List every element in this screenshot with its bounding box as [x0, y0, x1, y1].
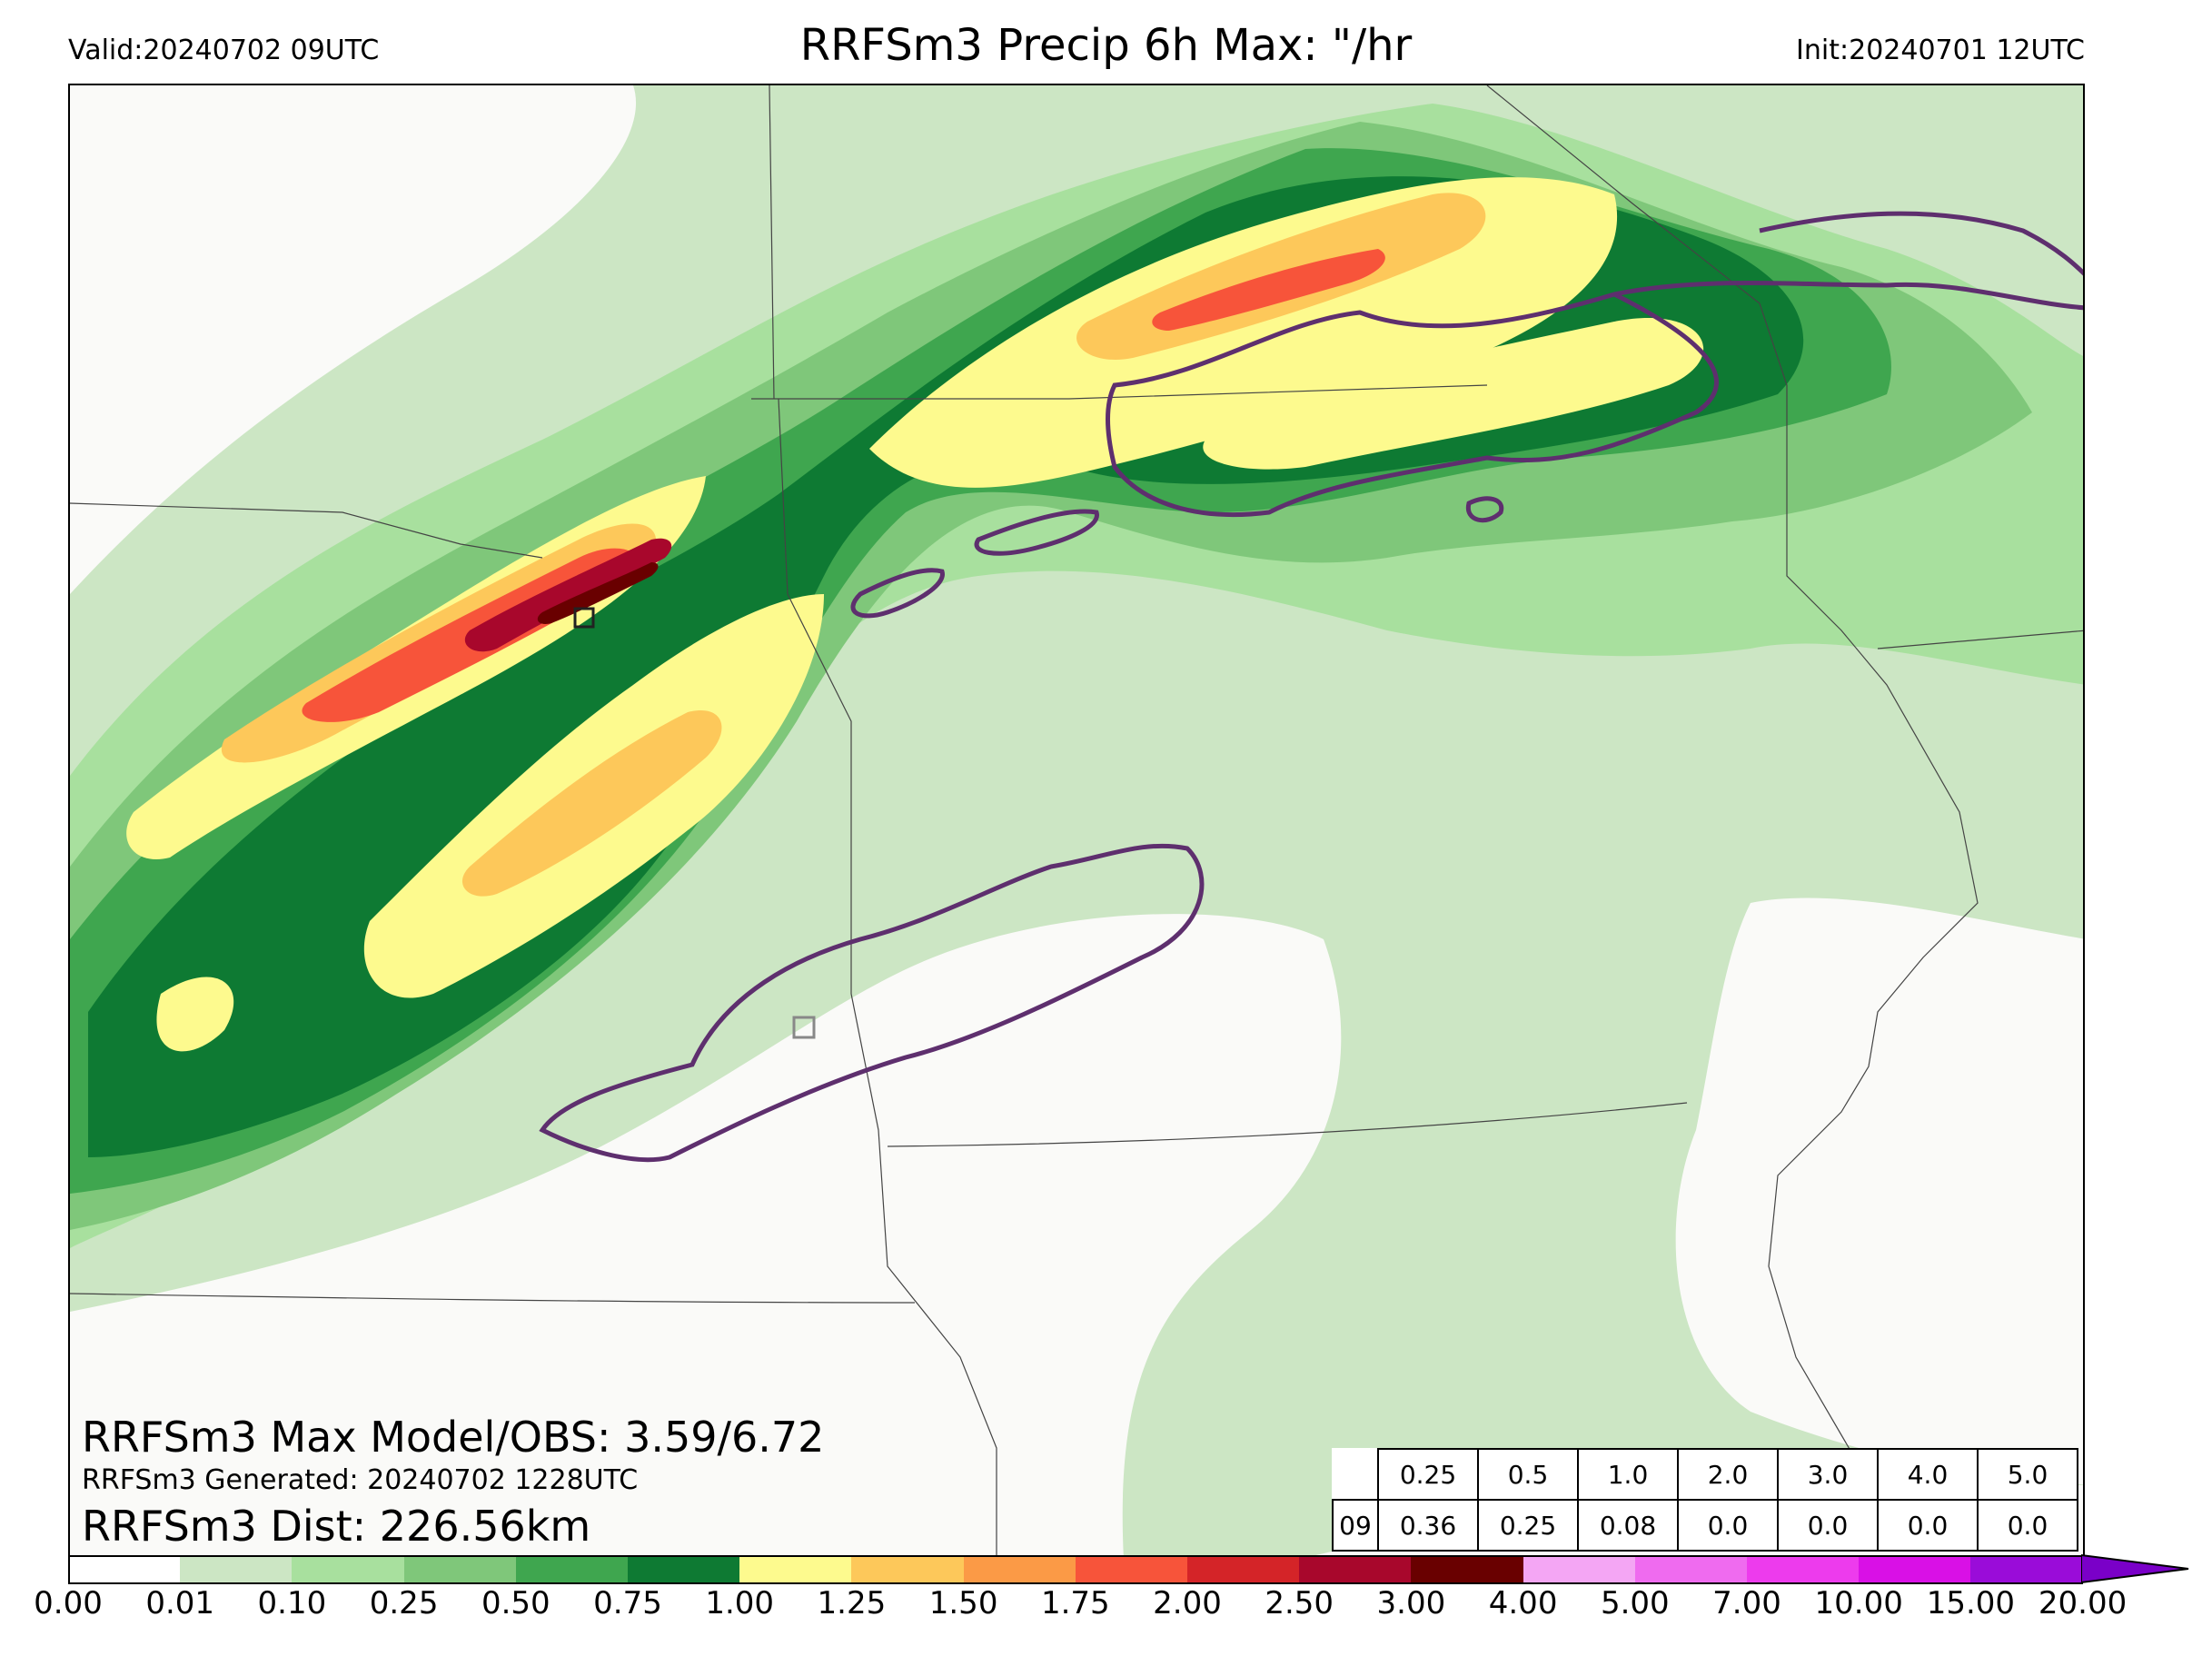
colorbar-segment — [1523, 1555, 1635, 1584]
colorbar-segment — [1970, 1555, 2083, 1584]
colorbar-segment — [1411, 1555, 1523, 1584]
colorbar-tick-label: 0.10 — [257, 1585, 327, 1621]
threshold-cell: 2.0 — [1677, 1448, 1779, 1501]
precip-map[interactable] — [68, 84, 2085, 1558]
threshold-cell: 5.0 — [1977, 1448, 2078, 1501]
clear-region-east — [1675, 897, 2083, 1484]
colorbar-segment — [1075, 1555, 1187, 1584]
max-model-obs-label: RRFSm3 Max Model/OBS: 3.59/6.72 — [82, 1413, 825, 1462]
colorbar-tick-label: 20.00 — [2038, 1585, 2128, 1621]
clear-region-nw — [70, 158, 342, 449]
colorbar-segment — [1634, 1555, 1747, 1584]
state-borders — [70, 85, 2083, 1556]
page-title: RRFSm3 Precip 6h Max: "/hr — [799, 20, 1413, 71]
generated-label: RRFSm3 Generated: 20240702 1228UTC — [82, 1464, 639, 1496]
colorbar-tick-label: 0.01 — [145, 1585, 215, 1621]
score-cell: 0.0 — [1677, 1499, 1779, 1552]
colorbar-tick-label: 2.50 — [1265, 1585, 1334, 1621]
colorbar-tick-label: 1.75 — [1040, 1585, 1110, 1621]
colorbar-tick-label: 0.75 — [593, 1585, 662, 1621]
precip-core-orange-2 — [461, 710, 722, 897]
colorbar-segment — [1747, 1555, 1860, 1584]
precip-core-darkred — [464, 538, 672, 652]
precip-core-yellow-5 — [156, 977, 234, 1052]
score-row: 09 0.36 0.25 0.08 0.0 0.0 0.0 0.0 — [1332, 1499, 2078, 1552]
map-canvas — [70, 85, 2083, 1556]
colorbar-tick-label: 5.00 — [1600, 1585, 1670, 1621]
colorbar-segment — [292, 1555, 404, 1584]
init-time-label: Init:20240701 12UTC — [1796, 35, 2085, 66]
colorbar-tick-label: 1.25 — [817, 1585, 887, 1621]
valid-time-label: Valid:20240702 09UTC — [68, 35, 380, 66]
colorbar-tick-label: 15.00 — [1926, 1585, 2016, 1621]
obs-contours — [539, 211, 2083, 1163]
colorbar-tick-label: 2.00 — [1153, 1585, 1222, 1621]
colorbar-tick-label: 0.50 — [481, 1585, 551, 1621]
score-cell: 0.0 — [1877, 1499, 1979, 1552]
distance-label: RRFSm3 Dist: 226.56km — [82, 1502, 591, 1551]
colorbar-segment — [851, 1555, 964, 1584]
precip-core-yellow-4 — [1203, 318, 1704, 470]
station-marker-1 — [573, 607, 595, 629]
colorbar-extend-arrow — [2080, 1554, 2188, 1584]
threshold-cell: 1.0 — [1577, 1448, 1679, 1501]
colorbar-tick-label: 10.00 — [1814, 1585, 1903, 1621]
clear-region-south — [70, 914, 1342, 1556]
score-cell: 0.36 — [1377, 1499, 1479, 1552]
colorbar-segment — [515, 1555, 628, 1584]
colorbar-tick-label: 1.50 — [928, 1585, 998, 1621]
colorbar-tick-labels: 0.00 0.01 0.10 0.25 0.50 0.75 1.00 1.25 1.50 1.75… — [0, 1585, 2212, 1631]
station-marker-2 — [792, 1016, 816, 1039]
threshold-score-table: 0.25 0.5 1.0 2.0 3.0 4.0 5.0 09 0.36 0.2… — [1332, 1448, 2078, 1552]
score-cell: 0.08 — [1577, 1499, 1679, 1552]
precip-core-maroon — [537, 562, 659, 624]
colorbar-segment — [1187, 1555, 1300, 1584]
colorbar-tick-label: 0.00 — [34, 1585, 103, 1621]
colorbar-tick-label: 3.00 — [1376, 1585, 1446, 1621]
colorbar-segment — [1299, 1555, 1412, 1584]
colorbar-tick-label: 4.00 — [1488, 1585, 1558, 1621]
row-label-cell: 09 — [1332, 1499, 1379, 1552]
colorbar-tick-label: 7.00 — [1712, 1585, 1781, 1621]
colorbar-segment — [68, 1555, 183, 1584]
score-cell: 0.25 — [1477, 1499, 1579, 1552]
colorbar-segment — [739, 1555, 852, 1584]
colorbar-segment — [1859, 1555, 1971, 1584]
colorbar — [68, 1554, 2194, 1584]
colorbar-segment — [628, 1555, 740, 1584]
threshold-row: 0.25 0.5 1.0 2.0 3.0 4.0 5.0 — [1333, 1448, 2078, 1501]
colorbar-segment — [963, 1555, 1076, 1584]
score-cell: 0.0 — [1777, 1499, 1879, 1552]
threshold-cell: 0.5 — [1477, 1448, 1579, 1501]
colorbar-segment — [180, 1555, 293, 1584]
threshold-cell: 4.0 — [1877, 1448, 1979, 1501]
threshold-cell: 3.0 — [1777, 1448, 1879, 1501]
precip-core-red-2 — [1152, 249, 1385, 331]
colorbar-tick-label: 0.25 — [369, 1585, 439, 1621]
score-cell: 0.0 — [1977, 1499, 2078, 1552]
colorbar-segment — [403, 1555, 516, 1584]
threshold-cell: 0.25 — [1377, 1448, 1479, 1501]
colorbar-tick-label: 1.00 — [705, 1585, 775, 1621]
table-corner-cell — [1333, 1449, 1378, 1500]
